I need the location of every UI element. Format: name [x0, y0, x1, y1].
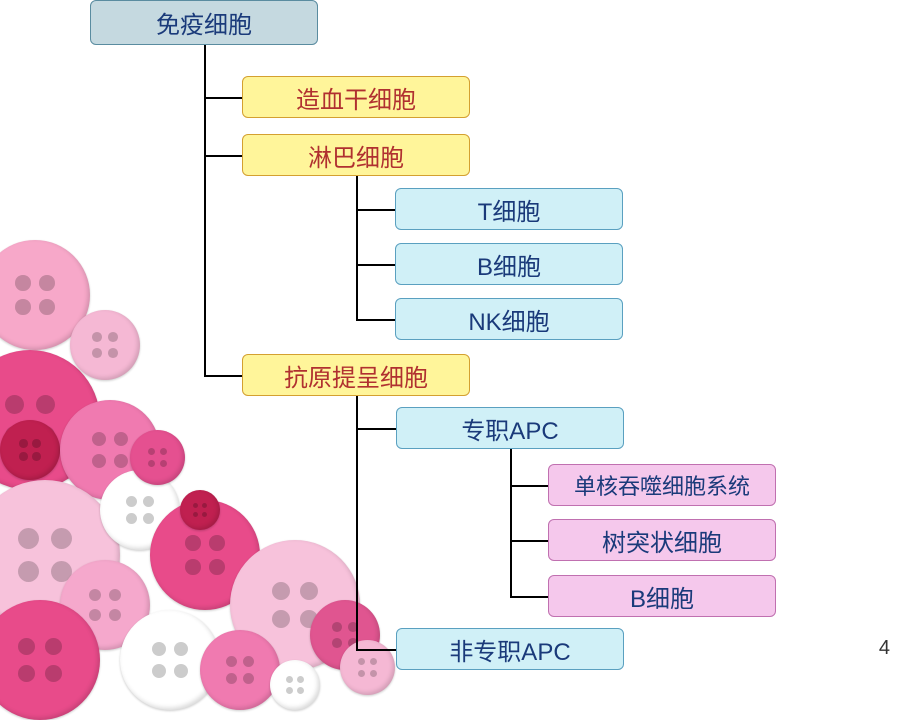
- decorative-button: [270, 660, 320, 710]
- page-number: 4: [879, 637, 890, 660]
- connector-line: [356, 428, 396, 430]
- connector-line: [356, 649, 396, 651]
- decorative-button: [180, 490, 220, 530]
- node-proAPC: 专职APC: [396, 407, 624, 449]
- connector-line: [204, 375, 242, 377]
- decorative-button: [0, 420, 60, 480]
- node-apc: 抗原提呈细胞: [242, 354, 470, 396]
- connector-line: [510, 596, 548, 598]
- connector-line: [356, 209, 395, 211]
- decorative-button: [130, 430, 185, 485]
- node-tcell: T细胞: [395, 188, 623, 230]
- node-lymph: 淋巴细胞: [242, 134, 470, 176]
- node-mps: 单核吞噬细胞系统: [548, 464, 776, 506]
- node-root: 免疫细胞: [90, 0, 318, 45]
- node-hsc: 造血干细胞: [242, 76, 470, 118]
- decorative-button: [70, 310, 140, 380]
- node-bcell2: B细胞: [548, 575, 776, 617]
- connector-line: [356, 264, 395, 266]
- decorative-button: [200, 630, 280, 710]
- connector-line: [356, 396, 358, 649]
- connector-line: [204, 45, 206, 375]
- node-nkcell: NK细胞: [395, 298, 623, 340]
- connector-line: [510, 485, 548, 487]
- node-bcell: B细胞: [395, 243, 623, 285]
- connector-line: [204, 97, 242, 99]
- connector-line: [356, 319, 395, 321]
- connector-line: [510, 540, 548, 542]
- node-nonproAPC: 非专职APC: [396, 628, 624, 670]
- connector-line: [356, 176, 358, 319]
- node-dc: 树突状细胞: [548, 519, 776, 561]
- connector-line: [510, 449, 512, 596]
- connector-line: [204, 155, 242, 157]
